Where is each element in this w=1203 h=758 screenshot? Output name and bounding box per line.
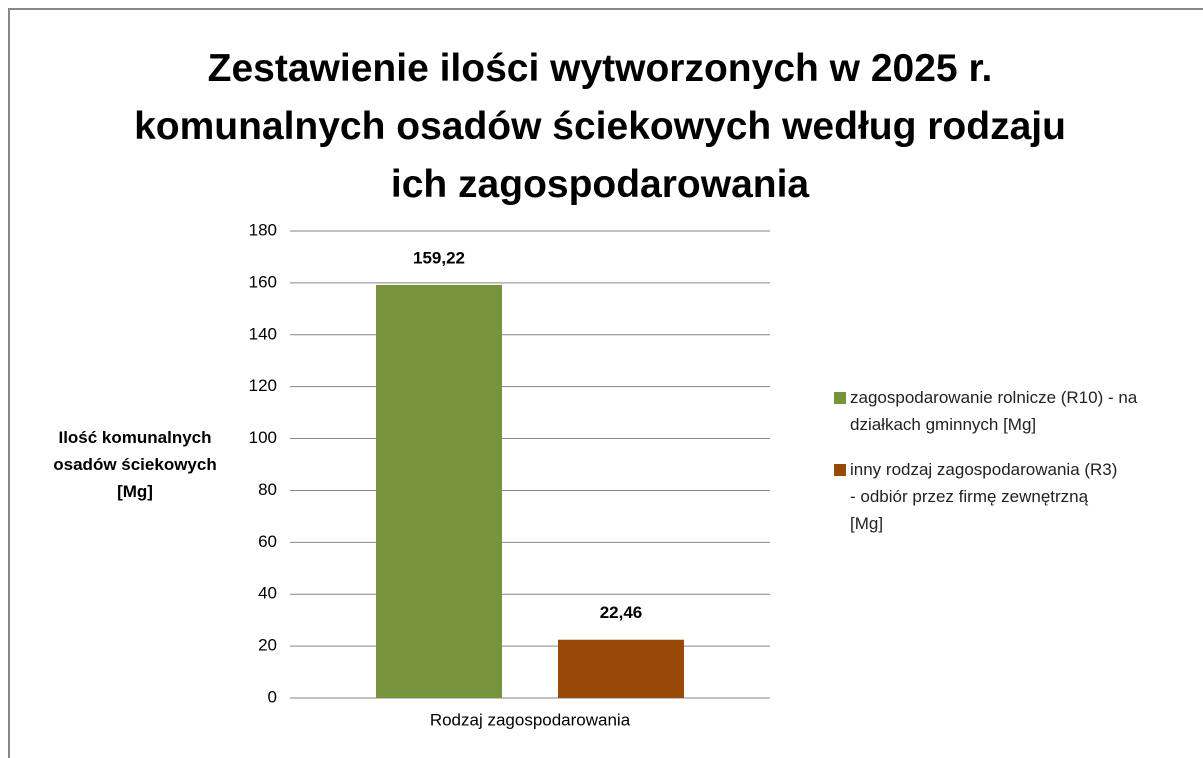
chart-frame	[8, 8, 1203, 758]
chart-title: Zestawienie ilości wytworzonych w 2025 r…	[134, 47, 1066, 206]
y-tick-label: 140	[249, 324, 277, 343]
bar	[376, 284, 502, 698]
legend-swatch	[834, 464, 846, 476]
legend-label: inny rodzaj zagospodarowania (R3) - odbi…	[850, 460, 1118, 533]
data-label: 159,22	[413, 248, 465, 267]
legend-label: zagospodarowanie rolnicze (R10) - na dzi…	[850, 388, 1138, 434]
legend-swatch	[834, 392, 846, 404]
y-tick-label: 100	[249, 428, 277, 447]
y-tick-label: 0	[268, 687, 277, 706]
legend: zagospodarowanie rolnicze (R10) - na dzi…	[834, 384, 1184, 555]
y-tick-label: 80	[258, 480, 277, 499]
y-tick-label: 20	[258, 636, 277, 655]
legend-item: zagospodarowanie rolnicze (R10) - na dzi…	[834, 384, 1184, 438]
y-tick-label: 180	[249, 220, 277, 239]
legend-item: inny rodzaj zagospodarowania (R3) - odbi…	[834, 456, 1125, 537]
x-tick-label: Rodzaj zagospodarowania	[430, 710, 631, 729]
bar	[558, 639, 684, 698]
y-tick-label: 60	[258, 532, 277, 551]
y-tick-label: 40	[258, 584, 277, 603]
y-tick-label: 160	[249, 272, 277, 291]
data-label: 22,46	[600, 603, 643, 622]
y-tick-label: 120	[249, 376, 277, 395]
y-axis-label: Ilość komunalnych osadów ściekowych [Mg]	[53, 428, 217, 501]
